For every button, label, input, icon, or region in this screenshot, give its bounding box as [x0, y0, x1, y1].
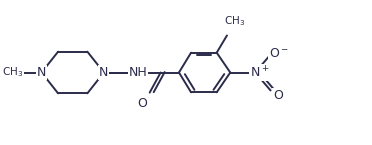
Text: O$^-$: O$^-$: [269, 47, 289, 60]
Text: N: N: [99, 66, 109, 79]
Text: O: O: [137, 97, 147, 110]
Text: NH: NH: [129, 66, 147, 79]
Text: CH$_3$: CH$_3$: [2, 66, 24, 79]
Text: CH$_3$: CH$_3$: [224, 15, 245, 28]
Text: N$^+$: N$^+$: [250, 65, 269, 80]
Text: N: N: [37, 66, 46, 79]
Text: O: O: [273, 89, 283, 102]
